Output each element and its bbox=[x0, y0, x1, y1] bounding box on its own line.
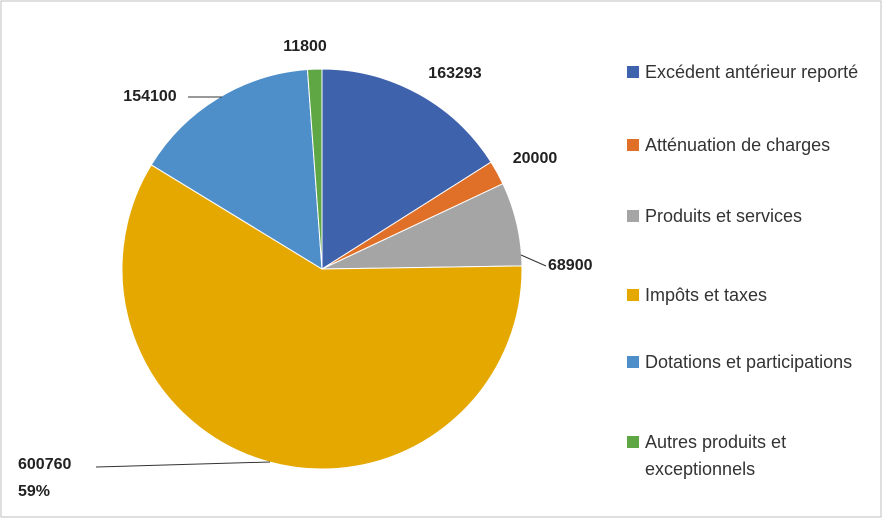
pie-slice bbox=[306, 68, 323, 270]
legend-swatch bbox=[627, 139, 639, 151]
data-label: 600760 bbox=[18, 456, 71, 473]
data-label: 11800 bbox=[283, 38, 327, 55]
legend-label: Produits et services bbox=[645, 206, 803, 226]
data-label: 20000 bbox=[513, 150, 558, 167]
legend-entry: Impôts et taxes bbox=[627, 282, 867, 309]
legend-label: Impôts et taxes bbox=[645, 285, 768, 305]
data-label: 68900 bbox=[548, 257, 593, 274]
percent-label: 59% bbox=[18, 483, 50, 500]
legend-swatch bbox=[627, 436, 639, 448]
legend-swatch bbox=[627, 289, 639, 301]
legend-label: Dotations et participations bbox=[645, 352, 853, 372]
legend-swatch bbox=[627, 210, 639, 222]
data-label: 154100 bbox=[123, 88, 176, 105]
legend-entry: Produits et services bbox=[627, 203, 867, 230]
pie-slice bbox=[150, 68, 323, 270]
leader-line bbox=[520, 254, 547, 267]
legend-swatch bbox=[627, 356, 639, 368]
legend-label: Excédent antérieur reporté bbox=[645, 62, 859, 82]
data-label: 163293 bbox=[428, 65, 481, 82]
legend-entry: Atténuation de charges bbox=[627, 132, 867, 159]
legend-swatch bbox=[627, 66, 639, 78]
legend-entry: Dotations et participations bbox=[627, 349, 867, 376]
leader-line bbox=[95, 461, 271, 468]
pie-slice bbox=[321, 68, 492, 270]
legend-entry: Autres produits et exceptionnels bbox=[627, 429, 867, 483]
legend-label: Atténuation de charges bbox=[645, 135, 831, 155]
legend-entry: Excédent antérieur reporté bbox=[627, 59, 867, 86]
legend-label: Autres produits et exceptionnels bbox=[645, 432, 787, 479]
